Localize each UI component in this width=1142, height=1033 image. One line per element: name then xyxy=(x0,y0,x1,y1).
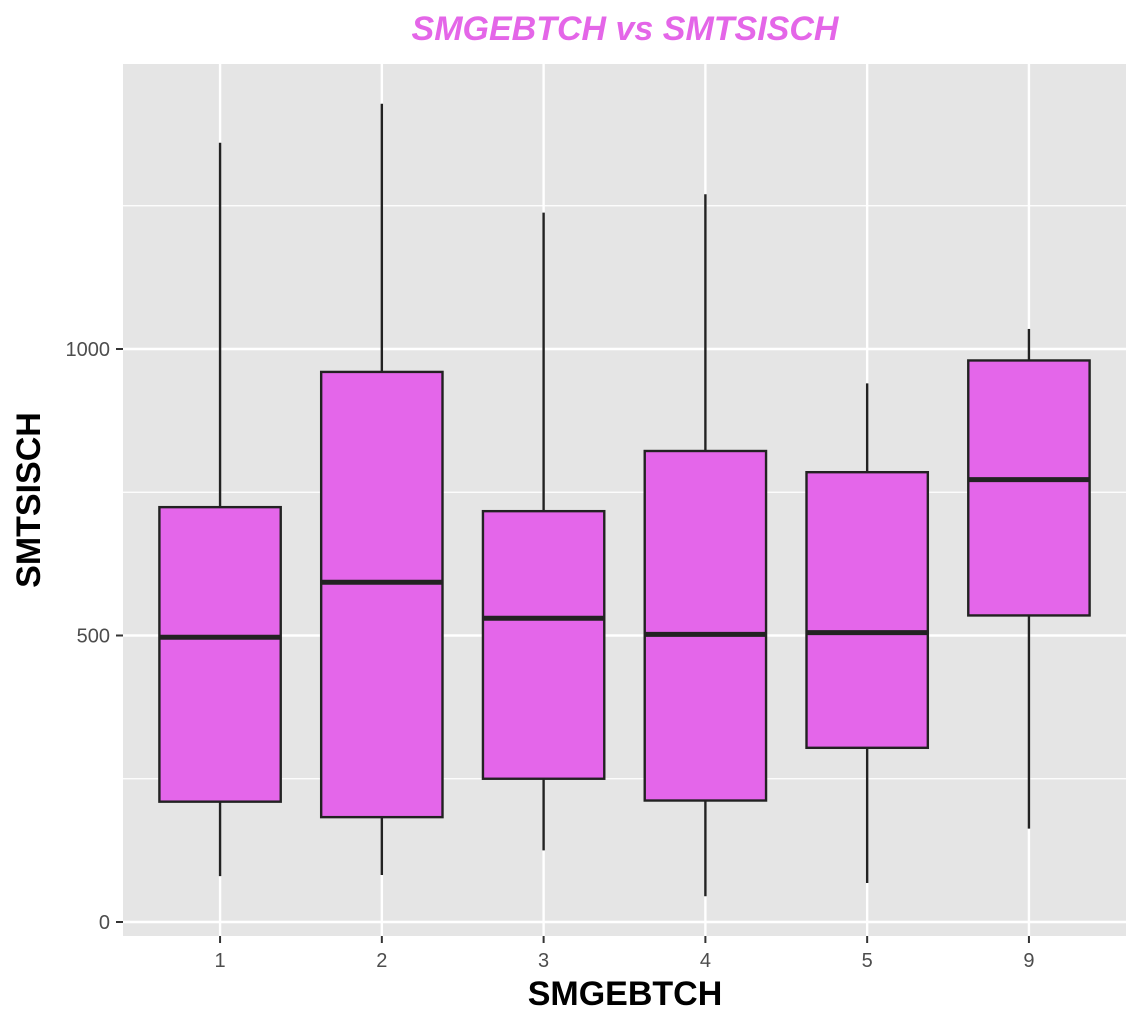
y-tick-label: 500 xyxy=(77,626,110,648)
x-tick-label: 4 xyxy=(700,950,711,972)
boxes-layer xyxy=(158,103,1091,897)
y-tick-label: 0 xyxy=(99,912,110,934)
x-tick-label: 1 xyxy=(215,950,226,972)
x-tick-label: 9 xyxy=(1023,950,1034,972)
minor-gridlines xyxy=(123,205,1126,780)
chart-title: SMGEBTCH vs SMTSISCH xyxy=(412,10,840,48)
box-iqr xyxy=(967,359,1091,617)
box-3 xyxy=(481,212,606,851)
x-tick-label: 2 xyxy=(376,950,387,972)
box-1 xyxy=(158,142,282,877)
box-iqr xyxy=(805,470,930,750)
box-iqr xyxy=(158,505,282,803)
box-iqr xyxy=(643,449,768,802)
x-axis-title: SMGEBTCH xyxy=(528,975,723,1013)
box-4 xyxy=(643,194,768,897)
plot-panel xyxy=(123,64,1126,936)
y-axis-title: SMTSISCH xyxy=(10,412,48,588)
x-axis: 1 2 3 4 5 9 xyxy=(215,936,1034,972)
box-iqr xyxy=(319,370,444,819)
y-axis: 0 500 1000 xyxy=(66,339,123,934)
box-iqr xyxy=(481,509,606,780)
x-tick-label: 3 xyxy=(538,950,549,972)
box-9 xyxy=(967,328,1091,829)
y-tick-label: 1000 xyxy=(66,339,111,361)
box-5 xyxy=(805,383,930,884)
box-2 xyxy=(319,103,444,876)
x-tick-label: 5 xyxy=(862,950,873,972)
